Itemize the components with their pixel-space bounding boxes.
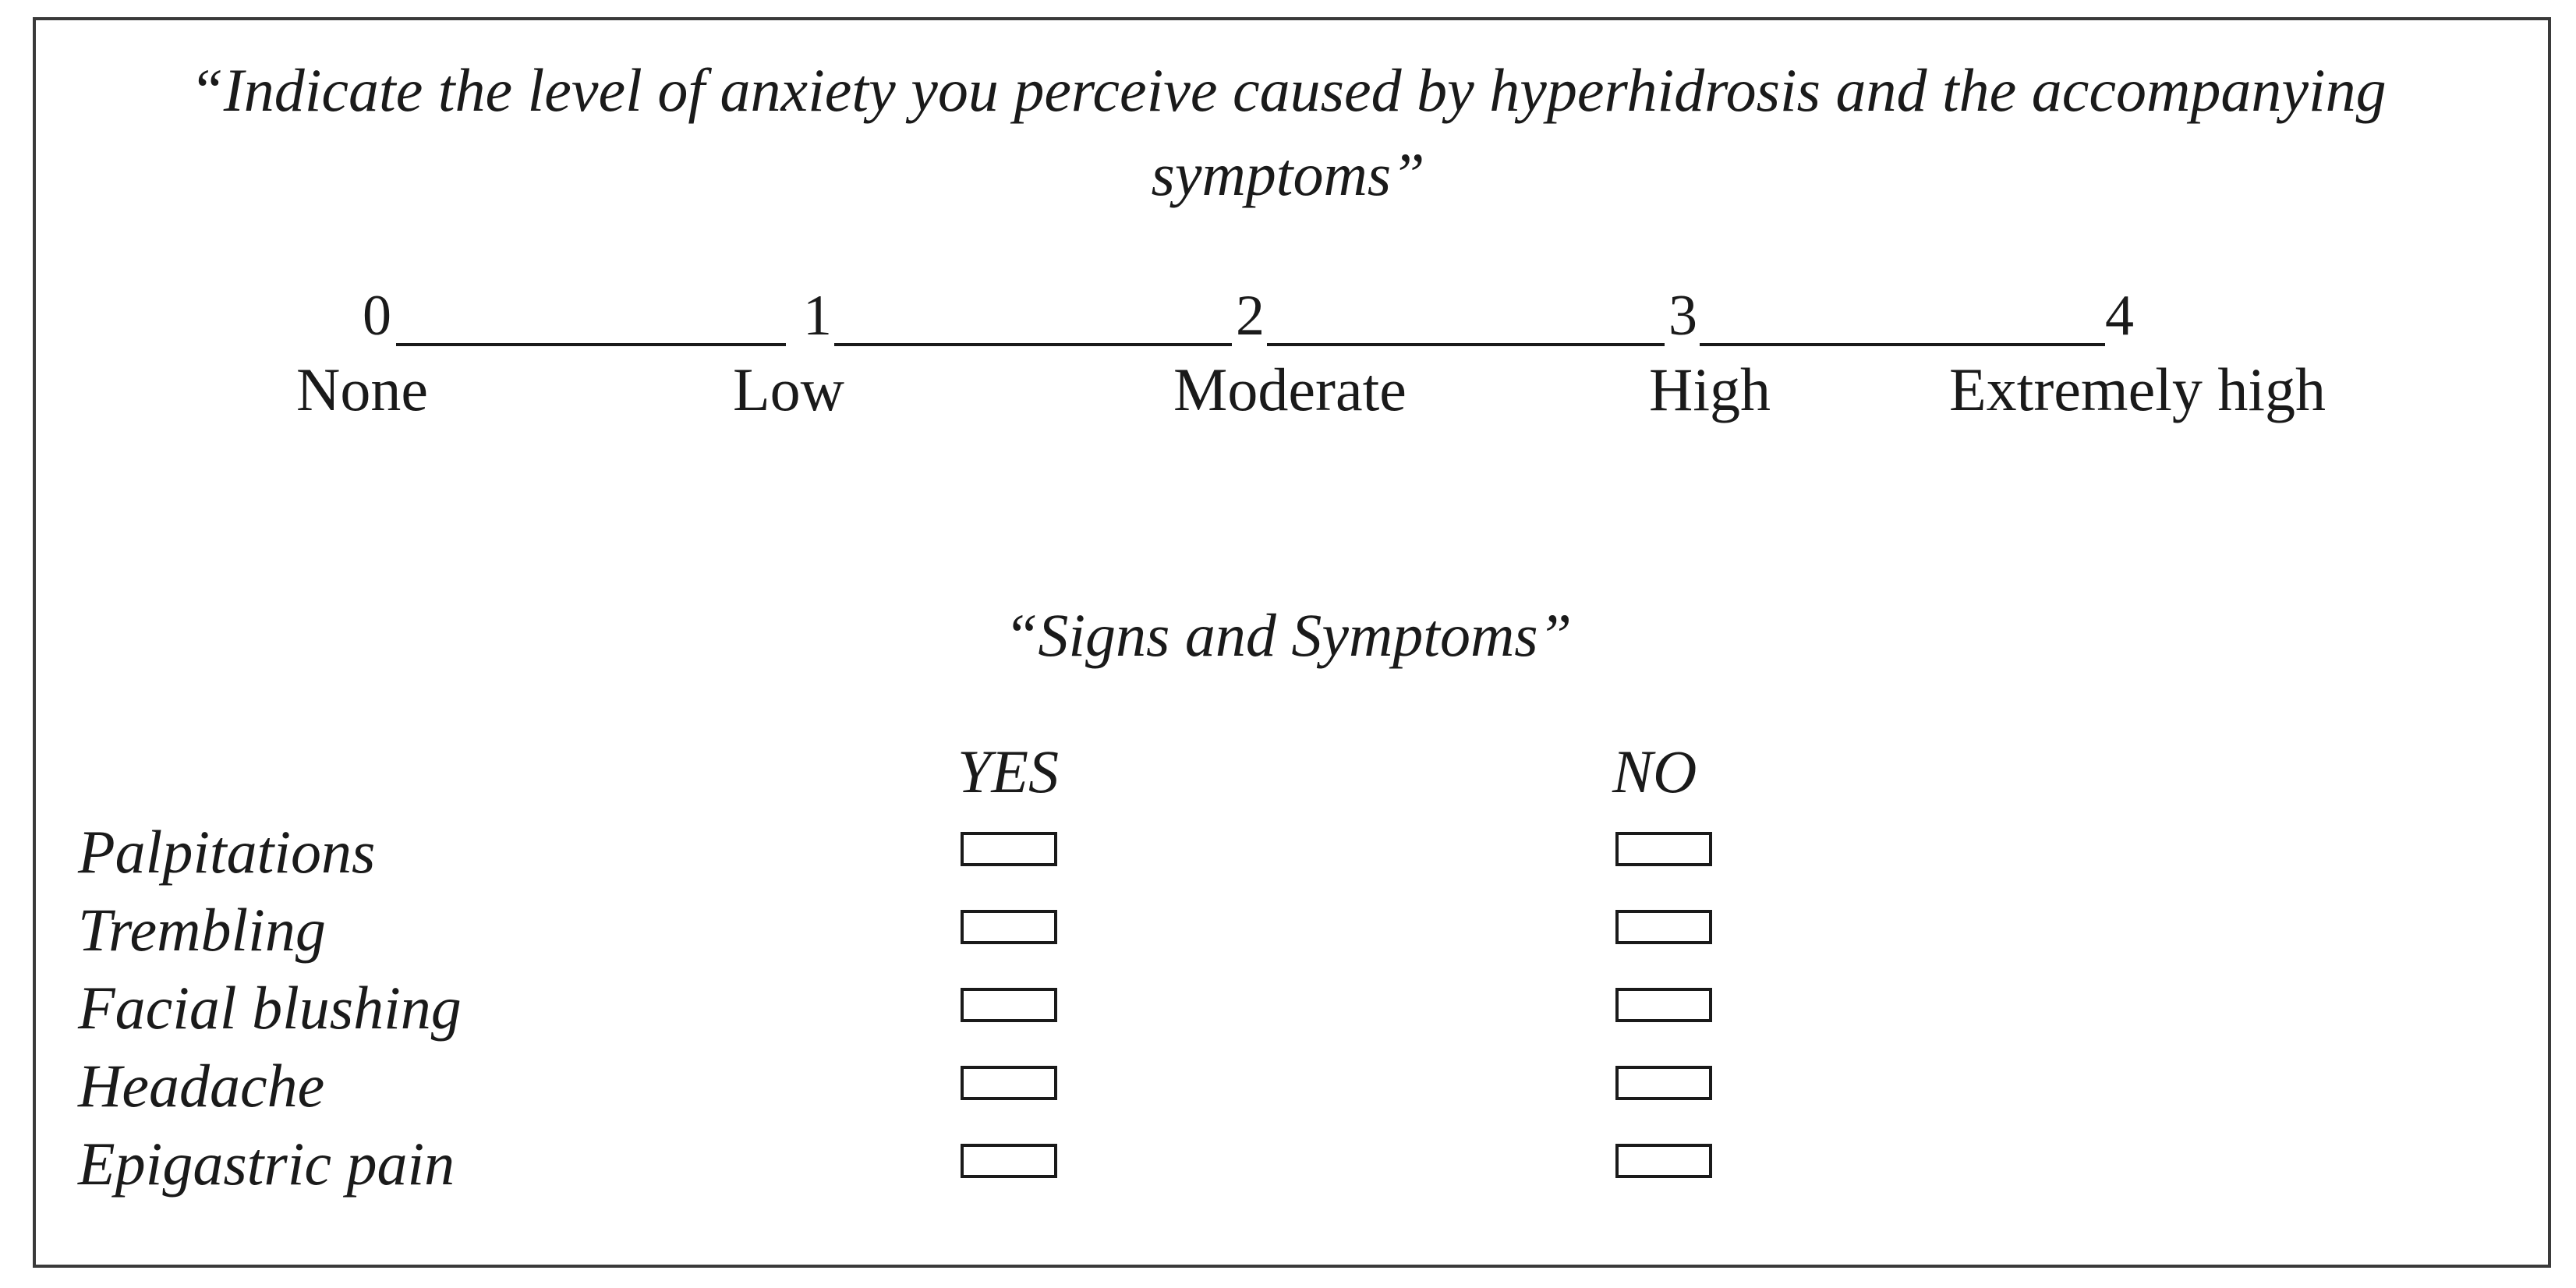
epigastric-pain-yes-checkbox[interactable]: [961, 1144, 1057, 1178]
no-column-header: NO: [1612, 738, 1697, 805]
yes-column-header: YES: [957, 738, 1060, 805]
trembling-no-checkbox[interactable]: [1615, 910, 1712, 944]
scale-number-0: 0: [363, 284, 391, 348]
facial-blushing-no-checkbox[interactable]: [1615, 988, 1712, 1022]
trembling-yes-checkbox[interactable]: [961, 910, 1057, 944]
facial-blushing-yes-checkbox[interactable]: [961, 988, 1057, 1022]
palpitations-yes-checkbox[interactable]: [961, 832, 1057, 866]
scale-line-segment: [1267, 343, 1665, 346]
symptom-label-palpitations: Palpitations: [78, 818, 376, 886]
question-text: “Indicate the level of anxiety you perce…: [0, 48, 2576, 217]
scale-label-moderate: Moderate: [1173, 356, 1407, 423]
headache-no-checkbox[interactable]: [1615, 1066, 1712, 1100]
scale-line-segment: [834, 343, 1232, 346]
symptom-label-trembling: Trembling: [78, 896, 326, 964]
question-line-2: symptoms”: [1151, 140, 1425, 208]
scale-number-1: 1: [803, 284, 832, 348]
palpitations-no-checkbox[interactable]: [1615, 832, 1712, 866]
scale-label-extremely-high: Extremely high: [1949, 356, 2327, 423]
scale-line-segment: [396, 343, 786, 346]
symptom-label-facial-blushing: Facial blushing: [78, 974, 462, 1042]
scale-label-low: Low: [733, 356, 844, 423]
scale-number-4: 4: [2105, 284, 2134, 348]
scale-number-3: 3: [1668, 284, 1697, 348]
symptom-label-headache: Headache: [78, 1052, 325, 1120]
scale-line-segment: [1700, 343, 2105, 346]
scale-label-none: None: [296, 356, 428, 423]
headache-yes-checkbox[interactable]: [961, 1066, 1057, 1100]
question-line-1: “Indicate the level of anxiety you perce…: [189, 56, 2387, 124]
epigastric-pain-no-checkbox[interactable]: [1615, 1144, 1712, 1178]
symptom-label-epigastric-pain: Epigastric pain: [78, 1130, 455, 1198]
signs-section-title: “Signs and Symptoms”: [1003, 601, 1573, 669]
scale-label-high: High: [1649, 356, 1771, 423]
scale-number-2: 2: [1236, 284, 1265, 348]
form-border: [33, 17, 2551, 1268]
